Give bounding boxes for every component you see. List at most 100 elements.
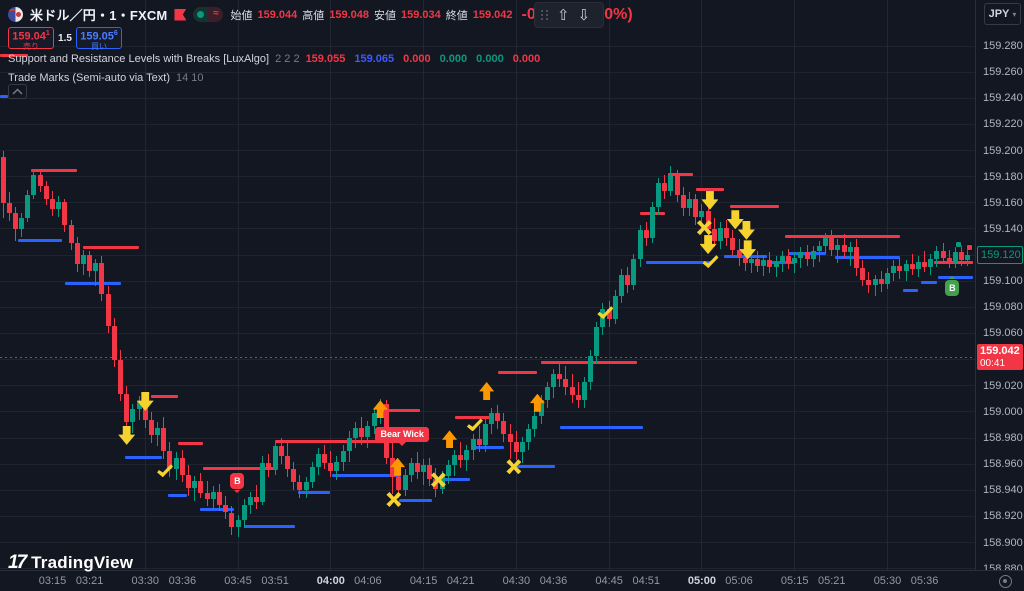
- candle[interactable]: [742, 257, 748, 263]
- candle[interactable]: [965, 255, 971, 261]
- candle[interactable]: [550, 373, 556, 388]
- candle[interactable]: [643, 230, 649, 239]
- candle[interactable]: [87, 255, 93, 271]
- candle[interactable]: [285, 456, 290, 470]
- candle[interactable]: [823, 238, 829, 246]
- candle[interactable]: [340, 451, 346, 462]
- candle[interactable]: [111, 325, 117, 360]
- candle[interactable]: [266, 462, 272, 470]
- symbol-title[interactable]: 米ドル／円・1・FXCM: [30, 8, 168, 23]
- candle[interactable]: [198, 481, 204, 493]
- candle[interactable]: [495, 413, 501, 422]
- candle[interactable]: [408, 462, 414, 475]
- candle[interactable]: [204, 492, 210, 500]
- candle[interactable]: [816, 245, 822, 252]
- candle[interactable]: [247, 496, 253, 505]
- candle[interactable]: [68, 225, 74, 244]
- candle[interactable]: [371, 413, 377, 427]
- candle[interactable]: [841, 244, 847, 253]
- candle[interactable]: [631, 259, 637, 286]
- indicator-legend-sr-breaks[interactable]: Support and Resistance Levels with Break…: [8, 53, 540, 65]
- candle[interactable]: [173, 457, 179, 470]
- candle[interactable]: [229, 512, 235, 527]
- candle[interactable]: [847, 247, 853, 253]
- candle[interactable]: [563, 379, 569, 388]
- candle[interactable]: [792, 257, 798, 263]
- candle[interactable]: [216, 491, 222, 505]
- candle[interactable]: [353, 427, 359, 439]
- candle[interactable]: [866, 279, 872, 286]
- candle[interactable]: [854, 247, 860, 269]
- sell-button[interactable]: 159.041 売り: [8, 27, 54, 50]
- candle[interactable]: [43, 185, 49, 199]
- candle[interactable]: [148, 419, 154, 436]
- time-axis[interactable]: 03:15 03:21 03:30 03:36 03:45 03:51 04:00 04:06…: [0, 570, 1024, 591]
- candle[interactable]: [755, 259, 761, 266]
- mark-short-arrow-icon[interactable]: ⇩: [577, 6, 591, 24]
- candle[interactable]: [124, 393, 130, 423]
- mark-long-arrow-icon[interactable]: ⇧: [557, 6, 570, 24]
- candle[interactable]: [736, 249, 742, 258]
- candle[interactable]: [464, 449, 470, 461]
- candle[interactable]: [99, 262, 105, 295]
- candle[interactable]: [699, 210, 705, 218]
- chart-plot-area[interactable]: Bear Wick B B: [0, 0, 975, 570]
- candle[interactable]: [309, 466, 315, 483]
- candle[interactable]: [328, 462, 334, 471]
- candle[interactable]: [705, 210, 711, 229]
- trade-mark-arrow-down-icon[interactable]: [701, 190, 719, 210]
- candle[interactable]: [724, 227, 730, 239]
- candle[interactable]: [105, 294, 111, 326]
- candle[interactable]: [711, 228, 717, 241]
- trade-mark-arrow-up-icon[interactable]: [442, 430, 458, 449]
- candle[interactable]: [922, 261, 928, 267]
- candle[interactable]: [952, 252, 958, 263]
- candle[interactable]: [934, 251, 940, 259]
- candle[interactable]: [452, 455, 457, 466]
- candle[interactable]: [897, 265, 903, 271]
- tradingview-watermark[interactable]: 17 TradingView: [8, 552, 133, 574]
- trade-mark-mini-icon[interactable]: [956, 242, 962, 248]
- candle[interactable]: [557, 373, 563, 380]
- candle[interactable]: [136, 401, 142, 410]
- candle[interactable]: [544, 387, 550, 401]
- candle[interactable]: [458, 455, 464, 461]
- trade-mark-cross-icon[interactable]: [430, 472, 446, 488]
- candle[interactable]: [241, 504, 247, 521]
- candle[interactable]: [0, 157, 6, 203]
- candle[interactable]: [161, 427, 167, 452]
- trade-mark-cross-icon[interactable]: [386, 491, 402, 507]
- candle[interactable]: [167, 451, 173, 470]
- candle[interactable]: [155, 427, 161, 436]
- candle[interactable]: [538, 400, 544, 416]
- candle[interactable]: [860, 268, 866, 280]
- candle[interactable]: [93, 262, 99, 271]
- candle[interactable]: [130, 409, 136, 423]
- candle[interactable]: [445, 465, 451, 476]
- trade-mark-cross-icon[interactable]: [696, 220, 712, 236]
- candle[interactable]: [210, 491, 216, 500]
- candle[interactable]: [612, 295, 618, 320]
- candle[interactable]: [884, 273, 890, 284]
- candle[interactable]: [414, 462, 420, 472]
- price-axis[interactable]: 159.042 00:41 159.120 159.280 159.260 159.…: [975, 0, 1024, 575]
- candle[interactable]: [223, 504, 229, 513]
- candle[interactable]: [594, 326, 600, 356]
- candle[interactable]: [80, 255, 86, 265]
- candle[interactable]: [297, 482, 303, 491]
- timezone-settings-icon[interactable]: [999, 575, 1012, 588]
- candle[interactable]: [915, 261, 921, 270]
- trade-mark-check-icon[interactable]: [157, 464, 174, 478]
- candle[interactable]: [19, 218, 25, 229]
- candle[interactable]: [25, 194, 31, 219]
- candle[interactable]: [334, 461, 340, 471]
- candle[interactable]: [946, 257, 952, 263]
- candle[interactable]: [903, 264, 909, 271]
- candle[interactable]: [179, 457, 185, 475]
- candle[interactable]: [637, 230, 643, 259]
- candle[interactable]: [532, 415, 538, 429]
- candle[interactable]: [878, 278, 884, 284]
- indicator-legend-trade-marks[interactable]: Trade Marks (Semi-auto via Text) 14 10: [8, 72, 204, 84]
- candle[interactable]: [365, 426, 371, 437]
- candle[interactable]: [909, 264, 915, 270]
